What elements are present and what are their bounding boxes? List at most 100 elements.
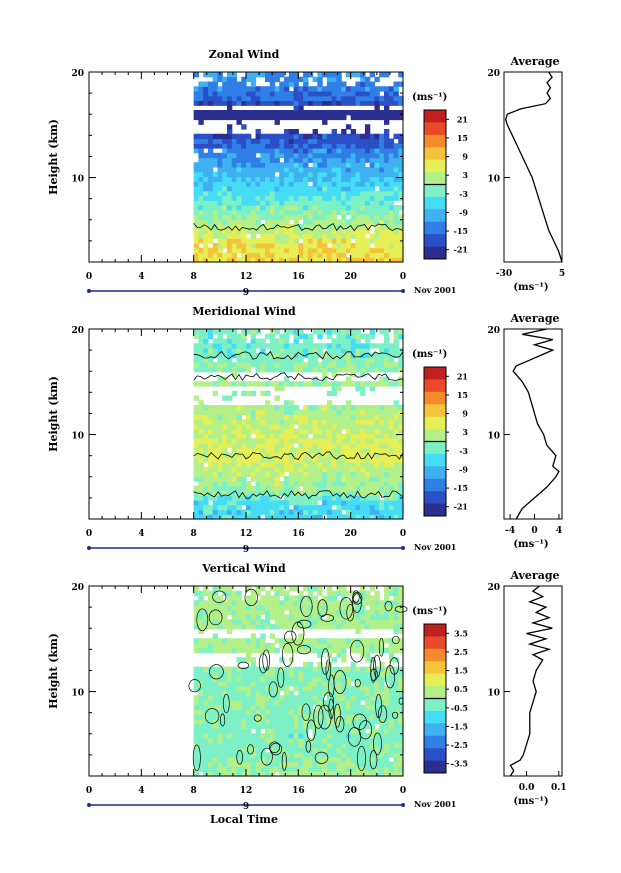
heatmap-cell [379,671,385,677]
heatmap-cell [217,723,223,730]
heatmap-cell [345,676,352,682]
heatmap-cell [307,509,314,515]
heatmap-cell [331,76,337,83]
heatmap-cell [284,690,290,696]
heatmap-cell [374,181,380,187]
heatmap-cell [383,219,390,225]
heatmap-cell [293,452,299,458]
heatmap-cell [212,490,219,496]
heatmap-cell [317,586,323,592]
heatmap-cell [203,500,209,506]
heatmap-cell [226,638,233,644]
heatmap-cell [379,114,385,121]
heatmap-cell [217,700,223,706]
heatmap-cell [383,414,390,420]
heatmap-cell [279,348,285,354]
heatmap-cell [260,462,266,468]
heatmap-cell [222,447,228,454]
heatmap-cell [331,352,337,359]
heatmap-cell [265,709,271,715]
heatmap-cell [198,614,204,620]
heatmap-cell [274,676,280,682]
heatmap-cell [222,152,228,159]
heatmap-cell [226,257,233,263]
contour-line [268,741,281,753]
heatmap-cell [364,619,371,625]
heatmap-cell [217,233,223,239]
heatmap-cell [284,233,290,239]
heatmap-cell [241,186,247,192]
heatmap-cell [298,190,304,197]
heatmap-cell [350,757,357,763]
heatmap-cell [350,671,357,677]
heatmap-cell [265,247,271,254]
heatmap-cell [198,152,204,159]
heatmap-cell [279,86,285,92]
heatmap-cell [203,690,209,696]
heatmap-cell [246,148,252,154]
heatmap-cell [341,381,347,387]
heatmap-cell [293,495,299,501]
heatmap-cell [355,219,361,225]
heatmap-cell [326,362,333,368]
heatmap-cell [265,138,271,144]
x-tick-label: 20 [344,529,357,539]
heatmap-cell [207,200,214,206]
heatmap-cell [217,348,223,354]
heatmap-cell [336,704,342,711]
heatmap-cell [288,419,295,425]
heatmap-cell [265,685,271,692]
heatmap-cell [255,443,261,449]
heatmap-cell [298,243,304,249]
heatmap-cell [393,443,399,449]
heatmap-cell [222,357,228,363]
heatmap-cell [379,162,385,168]
heatmap-cell [241,252,247,258]
heatmap-cell [355,624,361,630]
heatmap-cell [207,700,214,706]
heatmap-cell [303,257,309,263]
heatmap-cell [274,181,280,187]
heatmap-cell [331,733,337,739]
heatmap-cell [241,614,247,620]
heatmap-cell [383,376,390,382]
heatmap-cell [341,514,347,520]
heatmap-cell [274,695,280,701]
heatmap-cell [345,148,352,154]
heatmap-cell [341,590,347,597]
heatmap-cell [360,181,366,187]
heatmap-cell [207,757,214,763]
heatmap-cell [322,343,328,349]
heatmap-cell [293,600,299,606]
heatmap-cell [236,457,242,463]
heatmap-cell [360,390,366,397]
heatmap-cell [241,457,247,463]
heatmap-cell [398,428,404,435]
heatmap-cell [350,624,357,630]
heatmap-cell [398,447,404,454]
heatmap-cell [255,695,261,701]
heatmap-cell [226,509,233,515]
colorbar-tick-label: -1.5 [451,721,468,731]
heatmap-cell [226,723,233,730]
heatmap-cell [203,695,209,701]
heatmap-cell [312,438,318,444]
heatmap-cell [393,752,399,758]
heatmap-cell [303,100,309,106]
heatmap-cell [326,224,333,230]
heatmap-cell [226,238,233,244]
heatmap-cell [212,719,219,725]
heatmap-cell [260,110,266,116]
heatmap-cell [284,747,290,753]
heatmap-cell [226,452,233,458]
heatmap-cell [193,367,200,373]
heatmap-cell [226,414,233,420]
heatmap-cell [312,424,318,430]
heatmap-cell [274,609,280,616]
heatmap-cell [212,590,219,597]
heatmap-cell [288,414,295,420]
heatmap-cell [355,747,361,753]
heatmap-cell [312,443,318,449]
heatmap-cell [360,138,366,144]
heatmap-cell [312,733,318,739]
